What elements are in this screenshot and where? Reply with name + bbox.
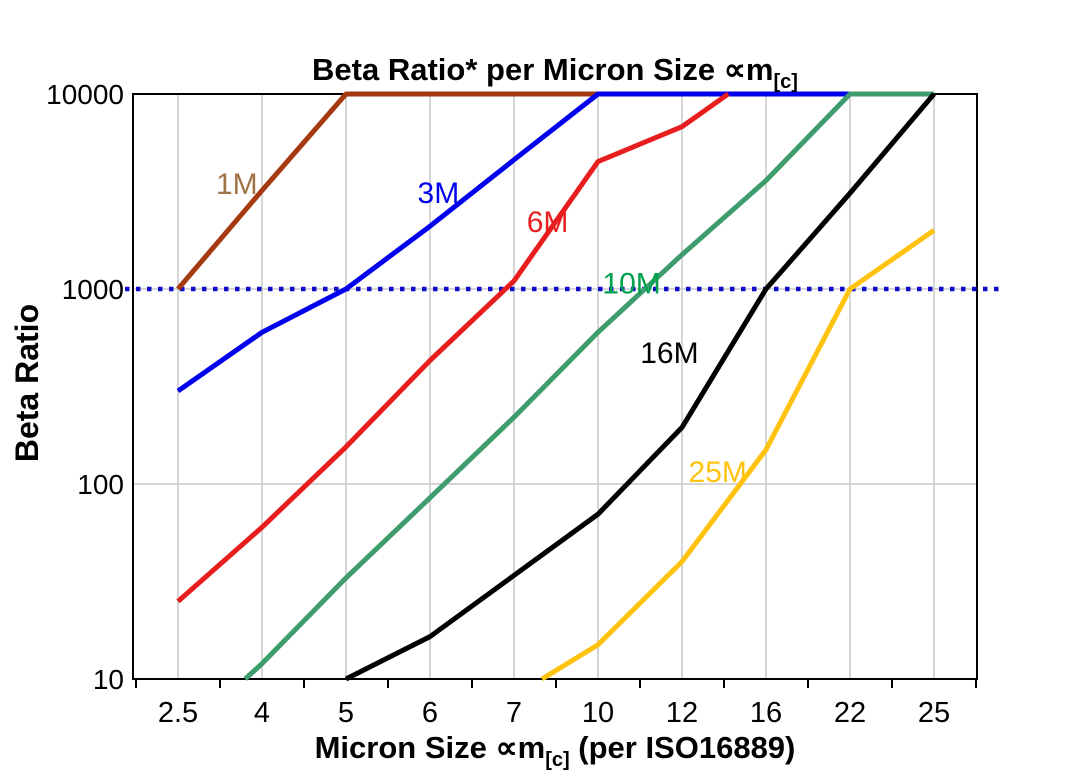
x-axis-title-symbol: ∝m [495,730,545,765]
x-tick-label-10: 10 [582,697,614,729]
y-tick-label-100: 100 [77,469,124,500]
x-tick-label-4: 4 [254,697,270,729]
series-label-25M: 25M [689,456,747,489]
x-axis-title: Micron Size ∝m[c] (per ISO16889) [315,730,796,771]
x-tick-label-5: 5 [338,697,354,729]
series-label-6M: 6M [527,206,569,239]
x-axis-title-prefix: Micron Size [315,730,496,765]
x-tick-label-7: 7 [506,697,522,729]
gridlines-layer [133,94,977,679]
curve-3M [176,91,850,394]
curve-16M [344,92,936,682]
x-axis-title-subscript: [c] [545,749,569,771]
x-tick-label-25: 25 [918,697,950,729]
x-tick-labels-layer: 2.5 4 5 6 7 10 12 16 22 25 [158,697,950,729]
curve-1M [176,91,598,291]
x-tick-label-12: 12 [666,697,698,729]
x-tick-label-2.5: 2.5 [158,697,198,729]
series-label-16M: 16M [640,337,698,370]
chart-title: Beta Ratio* per Micron Size ∝m[c] [312,52,798,93]
series-label-10M: 10M [602,267,660,300]
chart-title-subscript: [c] [773,71,797,93]
curve-25M [540,228,936,682]
series-labels-layer: 1M 3M 6M 10M 16M 25M [216,168,747,489]
axis-ticks-layer [135,679,977,688]
series-label-1M: 1M [216,168,258,201]
x-tick-label-22: 22 [834,697,866,729]
y-tick-label-10000: 10000 [46,79,124,110]
y-axis-title: Beta Ratio [9,304,45,462]
x-axis-title-suffix: (per ISO16889) [570,730,796,765]
y-tick-label-1000: 1000 [62,274,124,305]
curves-layer [176,91,936,682]
curve-10M [243,91,934,681]
y-tick-label-10: 10 [93,664,124,695]
x-tick-label-16: 16 [750,697,782,729]
chart-title-text: Beta Ratio* per Micron Size [312,52,724,87]
y-tick-labels-layer: 10 100 1000 10000 [46,79,124,695]
curve-6M [176,91,730,604]
chart-title-symbol: ∝m [724,52,774,87]
series-label-3M: 3M [418,177,460,210]
x-tick-label-6: 6 [422,697,438,729]
